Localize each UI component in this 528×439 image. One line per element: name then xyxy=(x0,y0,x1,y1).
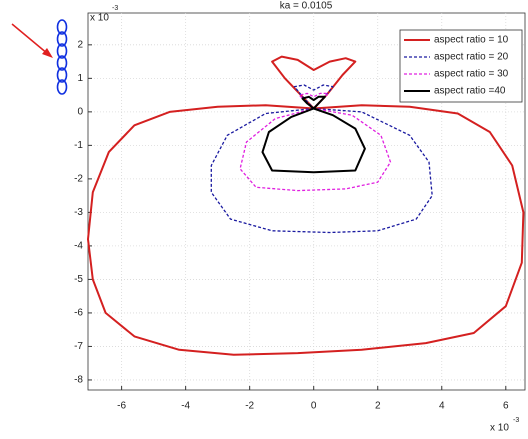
legend: aspect ratio = 10 aspect ratio = 20 aspect… xyxy=(400,30,522,102)
x-tick-label: 2 xyxy=(375,401,381,412)
chain-icon xyxy=(58,20,67,94)
pointer-arrow xyxy=(12,24,53,58)
y-multiplier-exponent: -3 xyxy=(112,5,118,12)
y-tick-label: -4 xyxy=(74,241,83,252)
y-tick-label: -7 xyxy=(74,341,83,352)
x-tick-label: 0 xyxy=(311,401,317,412)
y-tick-label: 0 xyxy=(77,106,83,117)
chart: ka = 0.0105 x 10 -3 x 10 -3 -8 -7 -6 -5 -4 -3… xyxy=(0,0,528,439)
y-tick-label: -8 xyxy=(74,375,83,386)
legend-label: aspect ratio = 20 xyxy=(434,52,509,63)
legend-label: aspect ratio = 10 xyxy=(434,35,509,46)
y-tick-label: 1 xyxy=(77,73,83,84)
x-tick-label: 4 xyxy=(439,401,445,412)
x-tick-label: -2 xyxy=(245,401,254,412)
page: {"chart_data": {"type": "line", "title":… xyxy=(0,0,528,439)
legend-label: aspect ratio = 30 xyxy=(434,69,509,80)
chart-title: ka = 0.0105 xyxy=(280,1,333,12)
legend-label: aspect ratio =40 xyxy=(434,86,506,97)
y-tick-label: -1 xyxy=(74,140,83,151)
y-tick-label: -3 xyxy=(74,207,83,218)
x-multiplier-exponent: -3 xyxy=(513,417,519,424)
x-tick-label: -6 xyxy=(117,401,126,412)
x-tick-label: 6 xyxy=(503,401,509,412)
x-tick-label: -4 xyxy=(181,401,190,412)
y-tick-label: -6 xyxy=(74,308,83,319)
x-multiplier: x 10 xyxy=(490,423,509,434)
y-multiplier: x 10 xyxy=(90,13,109,24)
y-tick-label: -2 xyxy=(74,174,83,185)
y-tick-label: -5 xyxy=(74,274,83,285)
y-tick-label: 2 xyxy=(77,39,83,50)
